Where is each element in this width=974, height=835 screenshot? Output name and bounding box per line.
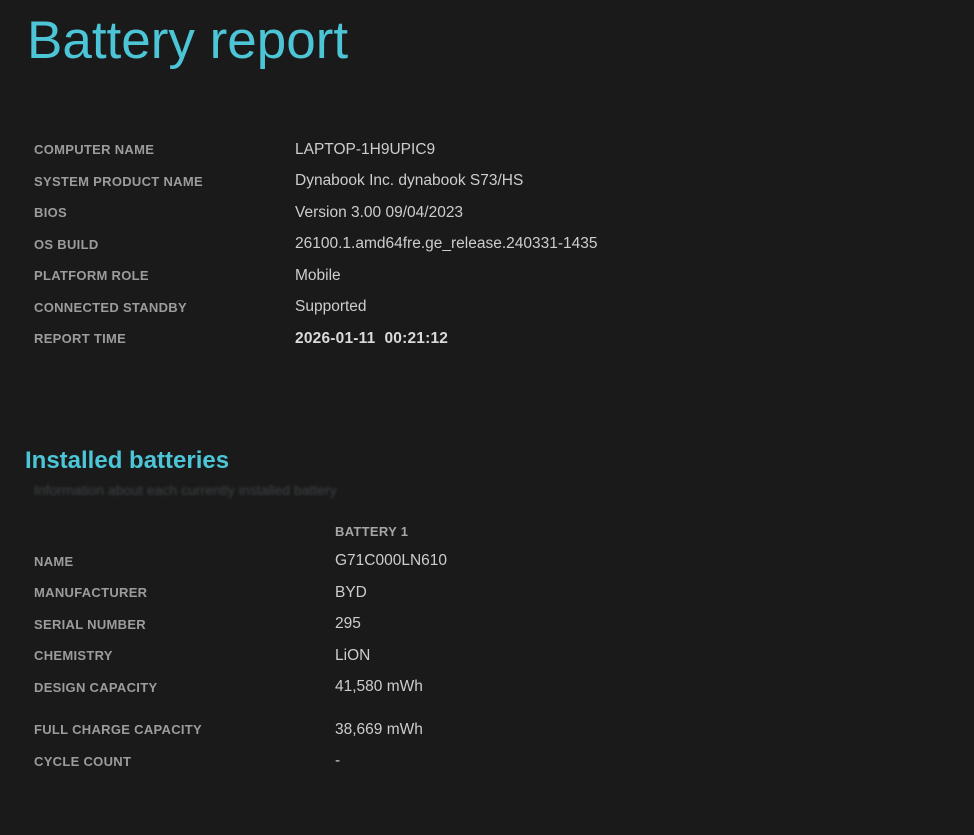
battery-row-design-capacity: DESIGN CAPACITY 41,580 mWh — [0, 672, 974, 704]
system-info-row-computer-name: COMPUTER NAME LAPTOP-1H9UPIC9 — [0, 134, 974, 166]
system-info-value: Supported — [295, 298, 367, 316]
battery-label: CHEMISTRY — [34, 648, 113, 664]
battery-value: 295 — [335, 615, 361, 633]
battery-value: - — [335, 752, 341, 770]
system-info-label: SYSTEM PRODUCT NAME — [34, 173, 203, 189]
battery-label: SERIAL NUMBER — [34, 616, 147, 632]
battery-value: 38,669 mWh — [335, 720, 423, 738]
battery-label: NAME — [34, 553, 74, 569]
system-info-label: OS BUILD — [34, 236, 99, 252]
system-info-value: 26100.1.amd64fre.ge_release.240331-1435 — [295, 235, 598, 253]
battery-value: 41,580 mWh — [335, 678, 423, 696]
battery-row-full-charge-capacity: FULL CHARGE CAPACITY 38,669 mWh — [0, 714, 974, 746]
system-info-label: REPORT TIME — [34, 331, 127, 347]
battery-row-serial-number: SERIAL NUMBER 295 — [0, 609, 974, 641]
system-info-row-bios: BIOS Version 3.00 09/04/2023 — [0, 197, 974, 229]
system-info-label: BIOS — [34, 205, 67, 221]
system-info-value: Version 3.00 09/04/2023 — [295, 203, 464, 221]
system-info-value: Mobile — [295, 266, 341, 284]
system-info-row-system-product-name: SYSTEM PRODUCT NAME Dynabook Inc. dynabo… — [0, 166, 974, 198]
battery-label: DESIGN CAPACITY — [34, 679, 158, 695]
system-info-value: LAPTOP-1H9UPIC9 — [295, 140, 436, 158]
installed-batteries-subtitle: Information about each currently install… — [34, 481, 337, 498]
system-info-value: Dynabook Inc. dynabook S73/HS — [295, 172, 524, 190]
battery-label: CYCLE COUNT — [34, 753, 132, 769]
system-info-label: COMPUTER NAME — [34, 142, 155, 158]
battery-column-header: BATTERY 1 — [335, 524, 409, 539]
battery-value: G71C000LN610 — [335, 552, 448, 570]
battery-row-name: NAME G71C000LN610 — [0, 546, 974, 578]
system-info-row-report-time: REPORT TIME 2026-01-11 00:21:12 — [0, 323, 974, 355]
installed-batteries-table: BATTERY 1 NAME G71C000LN610 MANUFACTURER… — [0, 518, 974, 778]
battery-row-cycle-count: CYCLE COUNT - — [0, 746, 974, 778]
page-title: Battery report — [27, 11, 349, 70]
system-info-row-os-build: OS BUILD 26100.1.amd64fre.ge_release.240… — [0, 229, 974, 261]
battery-label: FULL CHARGE CAPACITY — [34, 722, 203, 738]
system-info-label: CONNECTED STANDBY — [34, 299, 187, 315]
installed-batteries-heading: Installed batteries — [25, 446, 230, 474]
battery-table-header-row: BATTERY 1 — [0, 518, 974, 546]
battery-value: BYD — [335, 583, 367, 601]
battery-label: MANUFACTURER — [34, 585, 148, 601]
system-info-row-connected-standby: CONNECTED STANDBY Supported — [0, 292, 974, 324]
battery-value: LiON — [335, 646, 371, 664]
battery-row-manufacturer: MANUFACTURER BYD — [0, 577, 974, 609]
system-info-label: PLATFORM ROLE — [34, 268, 149, 284]
system-info-table: COMPUTER NAME LAPTOP-1H9UPIC9 SYSTEM PRO… — [0, 134, 974, 355]
report-time-value: 2026-01-11 00:21:12 — [295, 329, 449, 347]
system-info-row-platform-role: PLATFORM ROLE Mobile — [0, 260, 974, 292]
battery-row-chemistry: CHEMISTRY LiON — [0, 640, 974, 672]
